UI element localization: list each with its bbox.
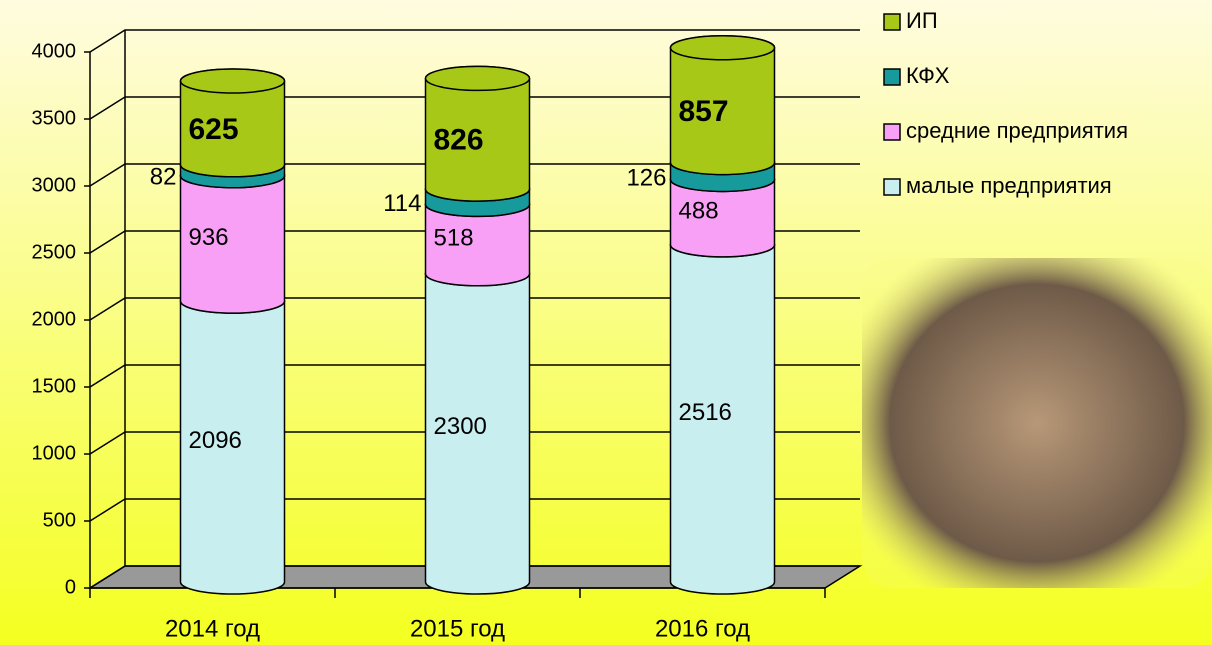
- photo: [862, 258, 1212, 588]
- x-tick-label: 2016 год: [655, 615, 750, 642]
- value-label: 857: [679, 95, 729, 128]
- x-tick-label: 2015 год: [410, 615, 505, 642]
- legend-swatch: [884, 69, 900, 85]
- value-label: 488: [679, 198, 719, 225]
- legend-swatch: [884, 124, 900, 140]
- y-tick-label: 2000: [32, 308, 77, 330]
- value-label: 936: [189, 224, 229, 251]
- value-label: 2300: [434, 413, 487, 440]
- cylinder-top: [426, 66, 530, 90]
- y-tick-label: 4000: [32, 40, 77, 62]
- value-label: 518: [434, 224, 474, 251]
- value-label: 82: [150, 164, 177, 191]
- y-tick-label: 2500: [32, 241, 77, 263]
- value-label: 625: [189, 113, 239, 146]
- value-label: 2096: [189, 427, 242, 454]
- y-tick-label: 1000: [32, 442, 77, 464]
- cylinder-top: [181, 69, 285, 93]
- value-label: 114: [383, 190, 421, 217]
- legend-label: ИП: [906, 8, 938, 33]
- legend-swatch: [884, 179, 900, 195]
- y-tick-label: 1500: [32, 375, 77, 397]
- cylinder-top: [671, 36, 775, 60]
- y-tick-label: 500: [43, 509, 76, 531]
- y-tick-label: 3500: [32, 107, 77, 129]
- legend-label: средние предприятия: [906, 118, 1128, 143]
- y-tick-label: 0: [65, 576, 76, 598]
- legend-label: малые предприятия: [906, 173, 1112, 198]
- value-label: 2516: [679, 399, 732, 426]
- legend-swatch: [884, 14, 900, 30]
- value-label: 126: [626, 164, 666, 191]
- legend-label: КФХ: [906, 63, 950, 88]
- value-label: 826: [434, 124, 484, 157]
- y-tick-label: 3000: [32, 174, 77, 196]
- chart: 0 500 1000 1500 2000 2500 3000 3500 4000 2014 год…: [0, 0, 1212, 645]
- x-tick-label: 2014 год: [165, 615, 260, 642]
